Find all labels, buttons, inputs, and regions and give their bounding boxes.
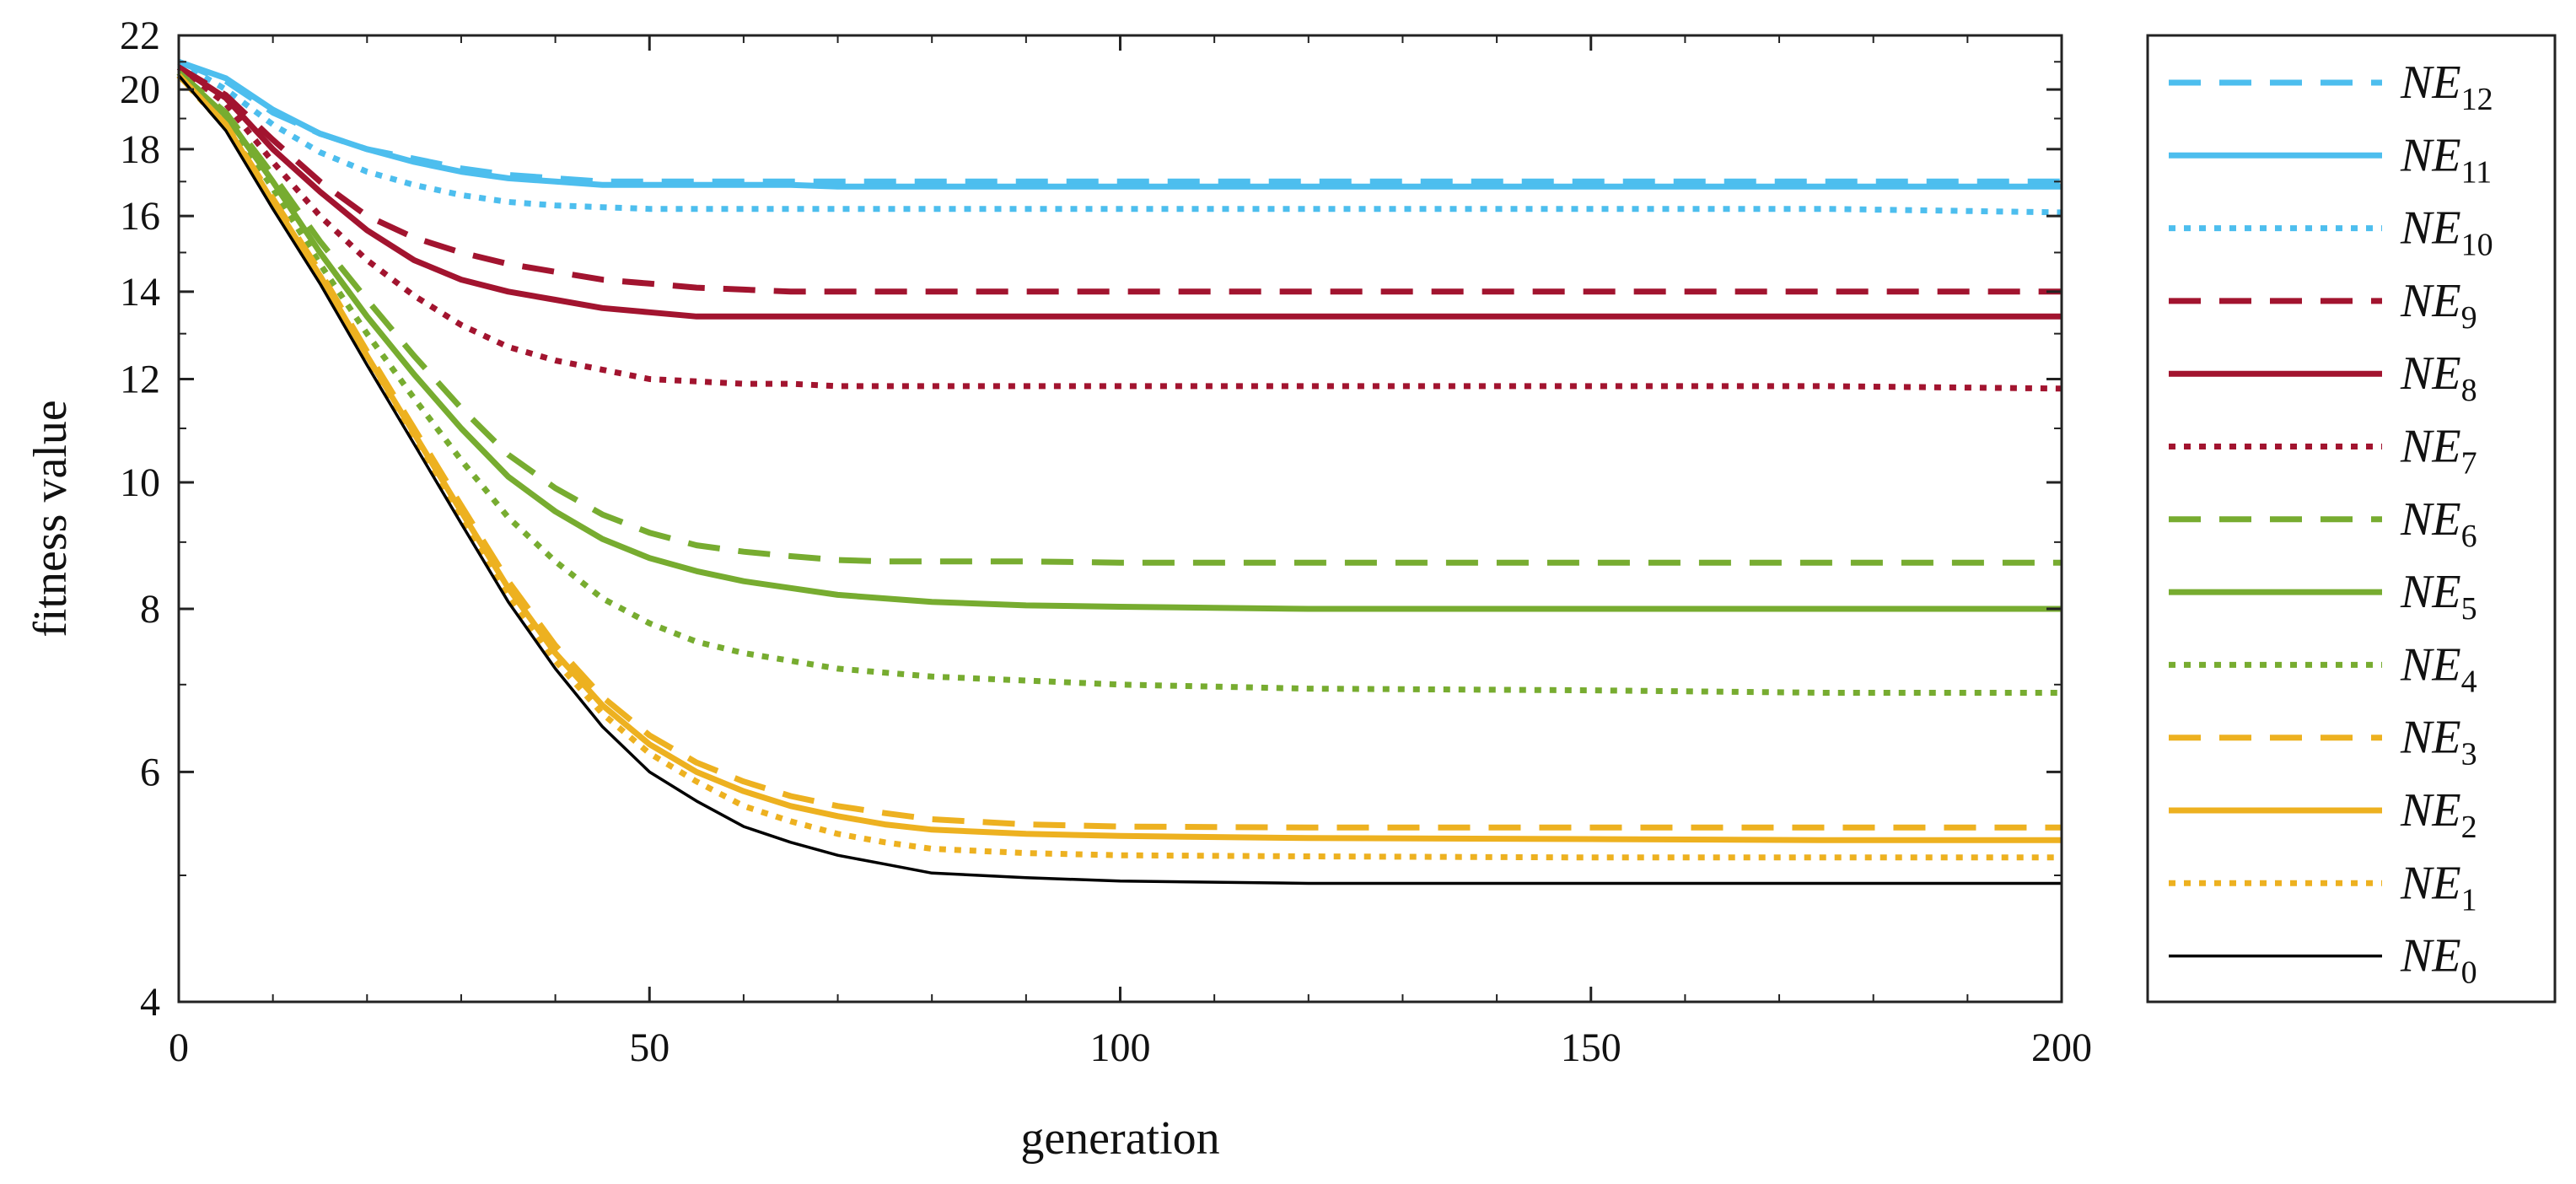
y-tick-label: 6 [140, 750, 160, 794]
series-line-ne11 [177, 58, 2062, 190]
series-line-ne6 [176, 70, 2062, 566]
plot-area [176, 58, 2062, 885]
series-line-ne7 [176, 64, 2062, 392]
legend-label-ne8: NE8 [2400, 347, 2477, 408]
legend-label-ne1: NE1 [2400, 857, 2477, 918]
legend-label-ne6: NE6 [2400, 493, 2477, 554]
legend-label-ne10: NE10 [2400, 202, 2493, 263]
series-line-ne0 [177, 74, 2062, 885]
series-line-ne4 [176, 70, 2062, 696]
y-tick-label: 14 [120, 270, 160, 315]
x-tick-label: 100 [1090, 1025, 1151, 1070]
series-line-ne10 [177, 59, 2062, 216]
y-tick-label: 12 [120, 357, 160, 401]
y-tick-label: 22 [120, 13, 160, 58]
x-tick-label: 150 [1561, 1025, 1621, 1070]
x-tick-label: 200 [2031, 1025, 2092, 1070]
axes: 0 50 100 150 200 4 6 8 10 12 14 16 18 20 22 generation f… [24, 13, 2092, 1165]
series-line-ne8 [177, 64, 2062, 320]
series-line-ne1 [176, 73, 2062, 861]
legend-label-ne7: NE7 [2400, 421, 2477, 482]
series-line-ne12 [177, 59, 2062, 185]
x-tick-label: 50 [629, 1025, 670, 1070]
x-tick-label: 0 [169, 1025, 189, 1070]
y-axis-title: fitness value [24, 400, 77, 637]
y-tick-label: 8 [140, 587, 160, 632]
y-tick-label: 16 [120, 194, 160, 239]
y-tick-label: 18 [120, 127, 160, 172]
y-tick-label: 20 [120, 67, 160, 112]
legend-label-ne2: NE2 [2400, 784, 2477, 845]
legend-label-ne5: NE5 [2400, 566, 2477, 627]
legend-label-ne12: NE12 [2400, 57, 2493, 117]
series-line-ne9 [177, 64, 2062, 295]
legend-label-ne11: NE11 [2400, 129, 2492, 190]
legend-label-ne0: NE0 [2400, 930, 2477, 991]
legend: NE12 NE11 NE10 NE9 NE8 NE7 NE6 NE5 NE4 NE3 NE2 NE1 N… [2146, 34, 2557, 1004]
legend-label-ne9: NE9 [2400, 275, 2477, 336]
legend-label-ne4: NE4 [2400, 638, 2477, 699]
legend-label-ne3: NE3 [2400, 712, 2477, 772]
y-tick-label: 4 [140, 980, 160, 1025]
series-line-ne2 [176, 73, 2062, 843]
x-axis-title: generation [1020, 1112, 1219, 1165]
y-tick-label: 10 [120, 460, 160, 505]
series-line-ne5 [176, 70, 2062, 612]
